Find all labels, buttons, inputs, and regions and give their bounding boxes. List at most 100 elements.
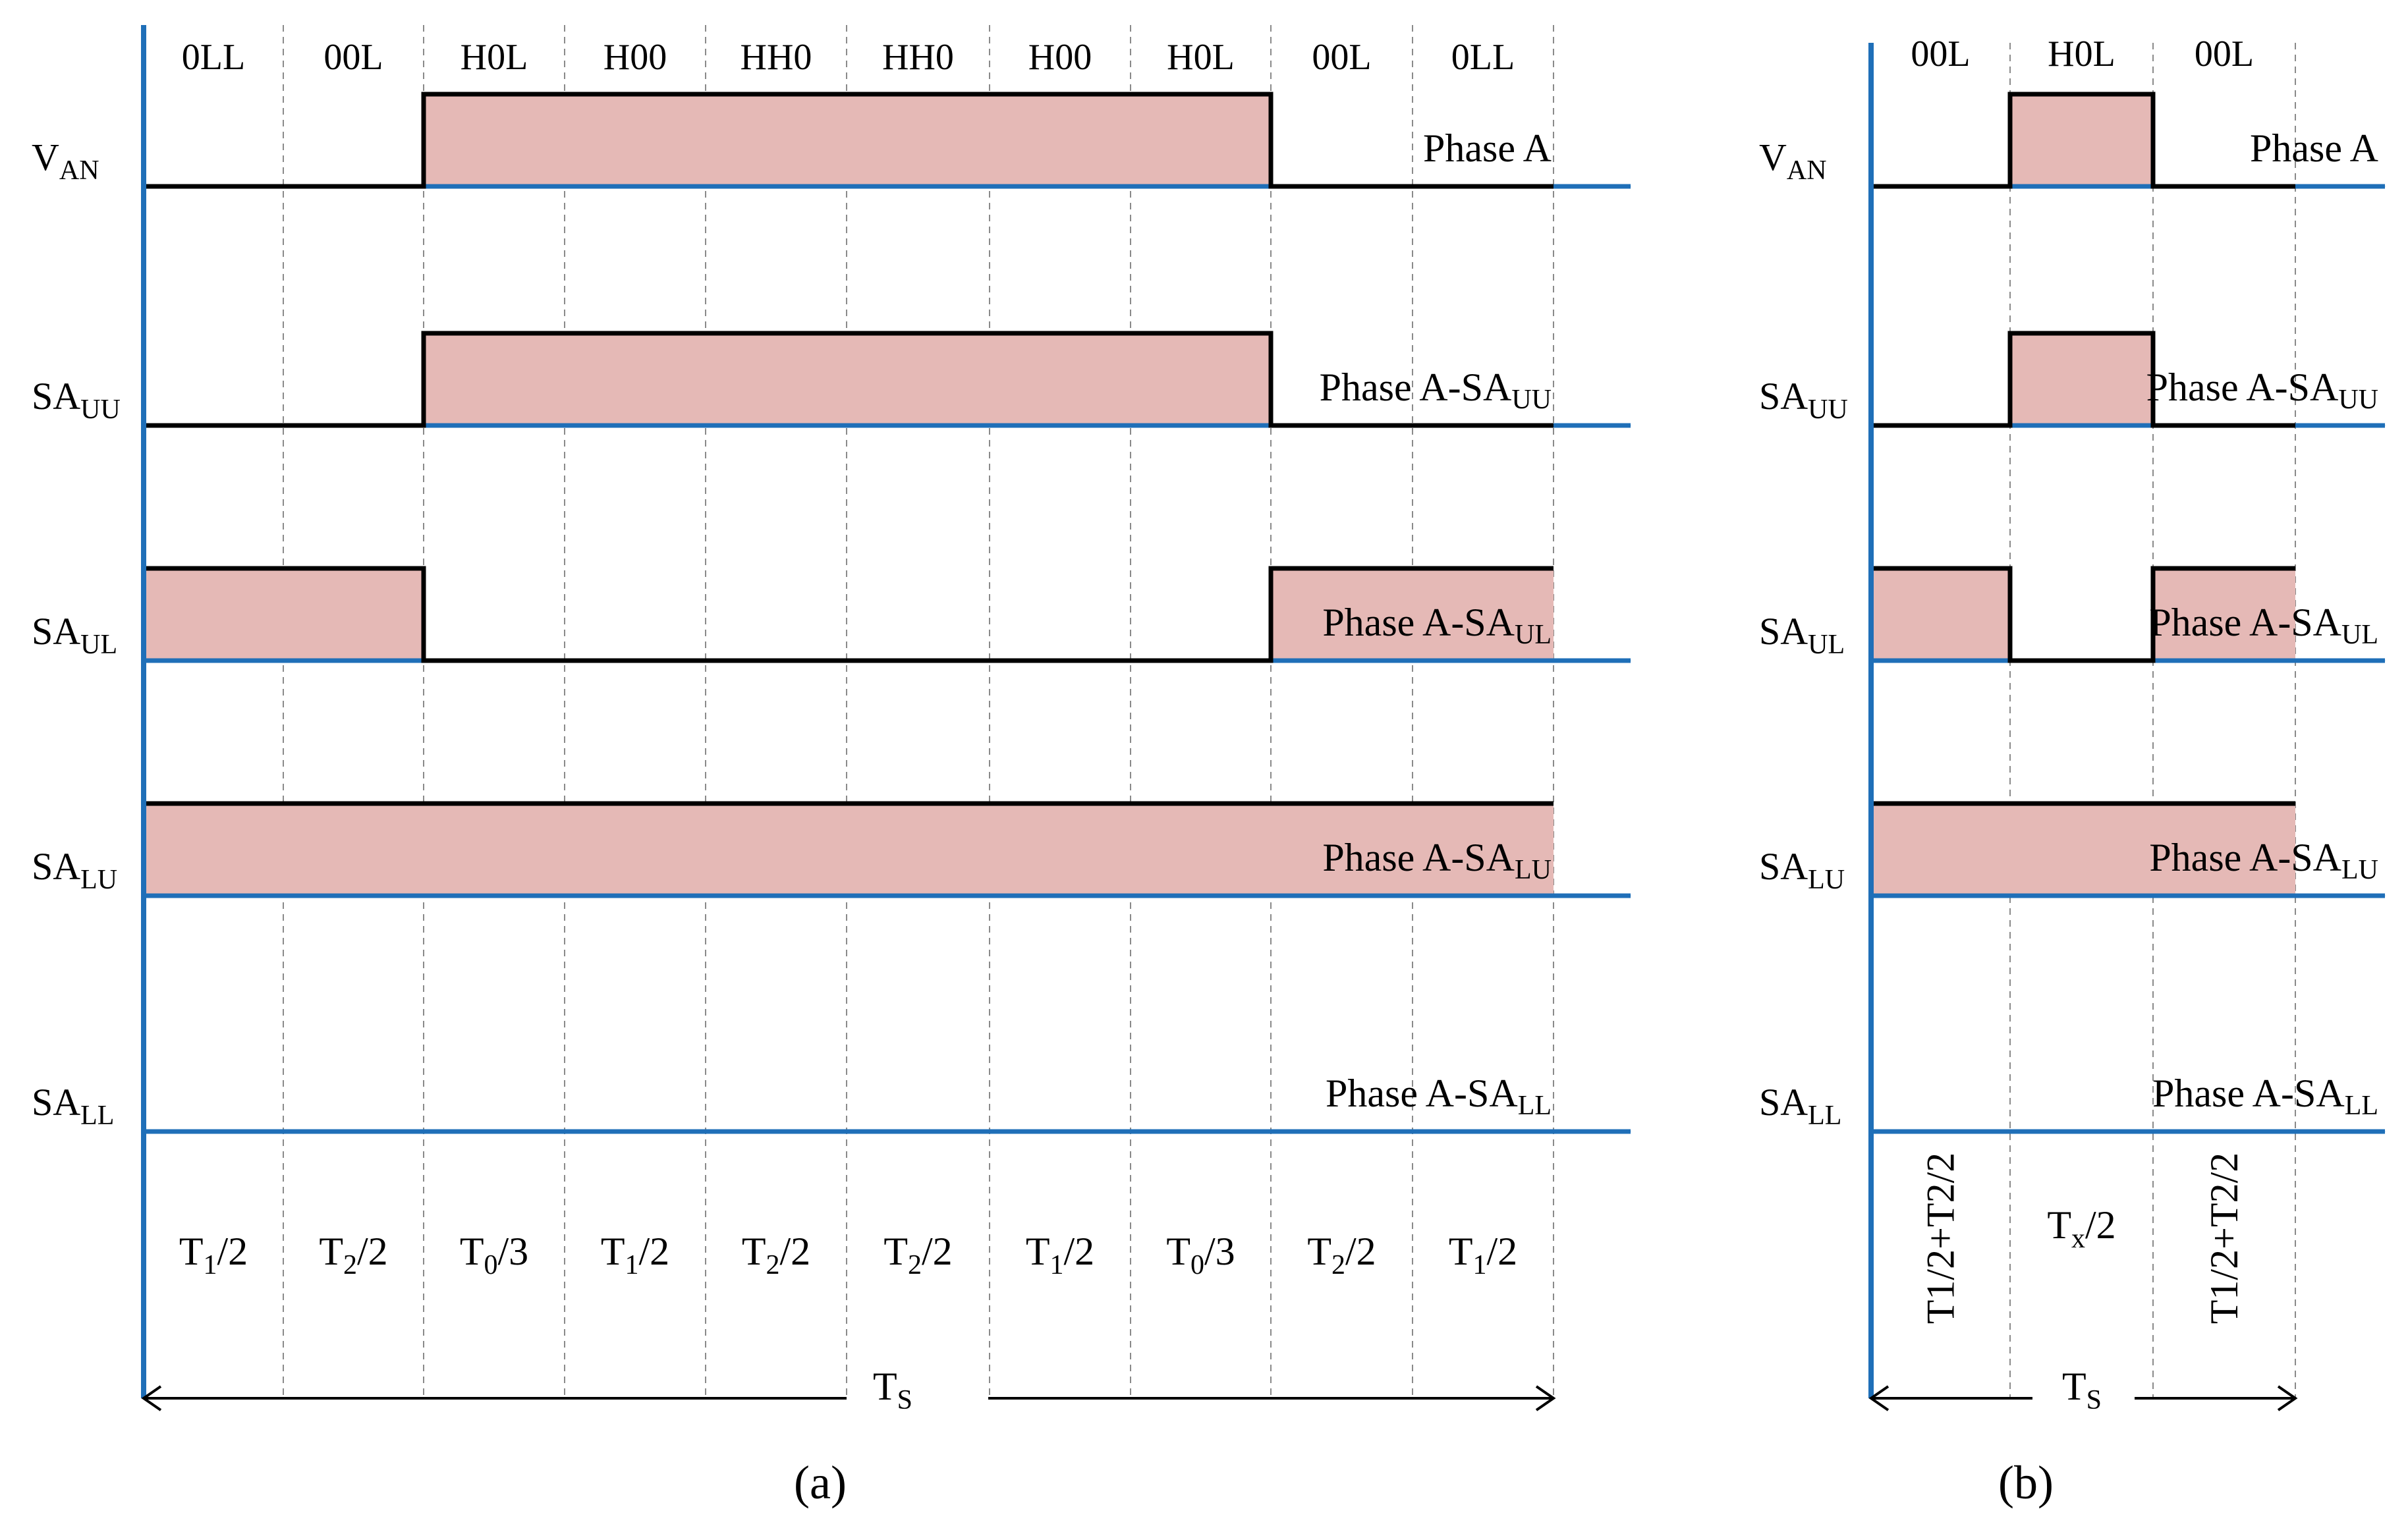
pulse-fill bbox=[144, 568, 283, 661]
duration-label: T2/2 bbox=[742, 1230, 810, 1280]
state-label: 00L bbox=[1911, 34, 1970, 74]
pulse-fill bbox=[847, 804, 990, 896]
duration-label: T1/2 bbox=[1026, 1230, 1094, 1280]
duration-label: T2/2 bbox=[883, 1230, 952, 1280]
signal-row: SAUL Phase A-SAUL bbox=[1759, 566, 2386, 663]
state-label: H0L bbox=[2048, 34, 2115, 74]
row-label: SAUL bbox=[32, 610, 117, 660]
arrowhead bbox=[1535, 1385, 1556, 1411]
pulse-fill bbox=[706, 333, 847, 425]
pulse-fill bbox=[1871, 804, 2010, 896]
pulse-fill bbox=[1131, 333, 1271, 425]
pulse-fill bbox=[424, 333, 565, 425]
signal-row: VAN Phase A bbox=[1759, 92, 2386, 189]
state-label: 00L bbox=[323, 37, 383, 78]
pulse-fill bbox=[565, 333, 706, 425]
pulse-fill bbox=[1413, 804, 1554, 896]
state-label: 0LL bbox=[1451, 37, 1515, 78]
phase-label: Phase A-SAUL bbox=[1322, 601, 1552, 650]
pulse-fill bbox=[706, 804, 847, 896]
state-label: HH0 bbox=[882, 37, 954, 78]
state-label: H00 bbox=[1028, 37, 1092, 78]
arrowhead bbox=[1868, 1385, 1890, 1411]
duration-label: T1/2 bbox=[601, 1230, 669, 1280]
pulse-fill bbox=[847, 333, 990, 425]
pulse-fill bbox=[706, 94, 847, 186]
waveform bbox=[144, 566, 1554, 663]
phase-label: Phase A bbox=[1423, 126, 1552, 170]
signal-row: SAUU Phase A-SAUU bbox=[32, 331, 1631, 428]
pulse-fill bbox=[2010, 94, 2153, 186]
pulse-fill bbox=[283, 568, 424, 661]
period-label: TS bbox=[873, 1365, 912, 1415]
duration-label: T1/2 bbox=[1449, 1230, 1517, 1280]
duration-label: Tx/2 bbox=[2047, 1203, 2115, 1254]
phase-label: Phase A-SAUL bbox=[2149, 601, 2378, 650]
panel-caption: (b) bbox=[1998, 1456, 2054, 1509]
pulse-fill bbox=[2153, 568, 2295, 661]
pulse-fill bbox=[1271, 804, 1413, 896]
pulse-fill bbox=[990, 804, 1131, 896]
signal-row: SALU Phase A-SALU bbox=[32, 801, 1631, 898]
waveform bbox=[1871, 331, 2295, 428]
signal-row: SALU Phase A-SALU bbox=[1759, 801, 2386, 898]
waveform bbox=[1871, 566, 2295, 663]
pulse-fill bbox=[1131, 804, 1271, 896]
row-label: SALU bbox=[1759, 845, 1845, 895]
state-label: 0LL bbox=[182, 37, 245, 78]
phase-label: Phase A-SALL bbox=[1326, 1072, 1552, 1121]
phase-label: Phase A-SALU bbox=[2149, 836, 2378, 885]
state-label: H0L bbox=[1167, 37, 1235, 78]
duration-label: T0/3 bbox=[460, 1230, 528, 1280]
row-label: SALL bbox=[1759, 1081, 1841, 1131]
state-label: H00 bbox=[603, 37, 667, 78]
phase-label: Phase A bbox=[2250, 126, 2378, 170]
panel-caption: (a) bbox=[794, 1456, 847, 1509]
period-label: TS bbox=[2062, 1365, 2102, 1415]
pulse-fill bbox=[847, 94, 990, 186]
duration-label: T2/2 bbox=[319, 1230, 387, 1280]
pulse-fill bbox=[1271, 568, 1413, 661]
signal-row: VAN Phase A bbox=[32, 92, 1631, 189]
pulse-fill bbox=[2153, 804, 2295, 896]
row-label: SAUU bbox=[1759, 375, 1848, 425]
row-label: SAUU bbox=[32, 375, 121, 425]
state-label: 00L bbox=[2195, 34, 2254, 74]
row-label: SAUL bbox=[1759, 610, 1845, 660]
signal-row: SAUL Phase A-SAUL bbox=[32, 566, 1631, 663]
arrowhead bbox=[2277, 1385, 2298, 1411]
pulse-fill bbox=[144, 804, 283, 896]
duration-label: T1/2 bbox=[179, 1230, 248, 1280]
state-label: H0L bbox=[461, 37, 528, 78]
pulse-fill bbox=[2010, 333, 2153, 425]
pulse-fill bbox=[1871, 568, 2010, 661]
duration-label: T2/2 bbox=[1307, 1230, 1376, 1280]
pulse-fill bbox=[283, 804, 424, 896]
duration-label: T1/2+T2/2 bbox=[1919, 1153, 1963, 1324]
pulse-fill bbox=[1131, 94, 1271, 186]
state-label: HH0 bbox=[741, 37, 812, 78]
row-label: SALL bbox=[32, 1081, 114, 1131]
row-label: VAN bbox=[32, 136, 99, 186]
pulse-fill bbox=[990, 94, 1131, 186]
phase-label: Phase A-SALL bbox=[2152, 1072, 2378, 1121]
signal-row: SALL Phase A-SALL bbox=[32, 1072, 1631, 1134]
pulse-fill bbox=[990, 333, 1131, 425]
pulse-fill bbox=[424, 94, 565, 186]
pulse-fill bbox=[1413, 568, 1554, 661]
waveform bbox=[144, 92, 1554, 189]
signal-row: SALL Phase A-SALL bbox=[1759, 1072, 2386, 1134]
duration-label: T1/2+T2/2 bbox=[2202, 1153, 2246, 1324]
pulse-fill bbox=[565, 94, 706, 186]
signal-row: SAUU Phase A-SAUU bbox=[1759, 331, 2386, 428]
panel-b: 00L H0L 00L VAN Phase A SAUU Phase A-SAUU SAUL P… bbox=[1759, 34, 2386, 1509]
phase-label: Phase A-SAUU bbox=[1320, 366, 1552, 415]
phase-label: Phase A-SAUU bbox=[2146, 366, 2378, 415]
pulse-fill bbox=[565, 804, 706, 896]
duration-label: T0/3 bbox=[1166, 1230, 1235, 1280]
waveform bbox=[144, 331, 1554, 428]
panel-a: 0LL 00L H0L H00 HH0 HH0 H00 H0L 00L 0LL VAN Phase A… bbox=[32, 25, 1631, 1509]
arrowhead bbox=[141, 1385, 162, 1411]
row-label: SALU bbox=[32, 845, 117, 895]
